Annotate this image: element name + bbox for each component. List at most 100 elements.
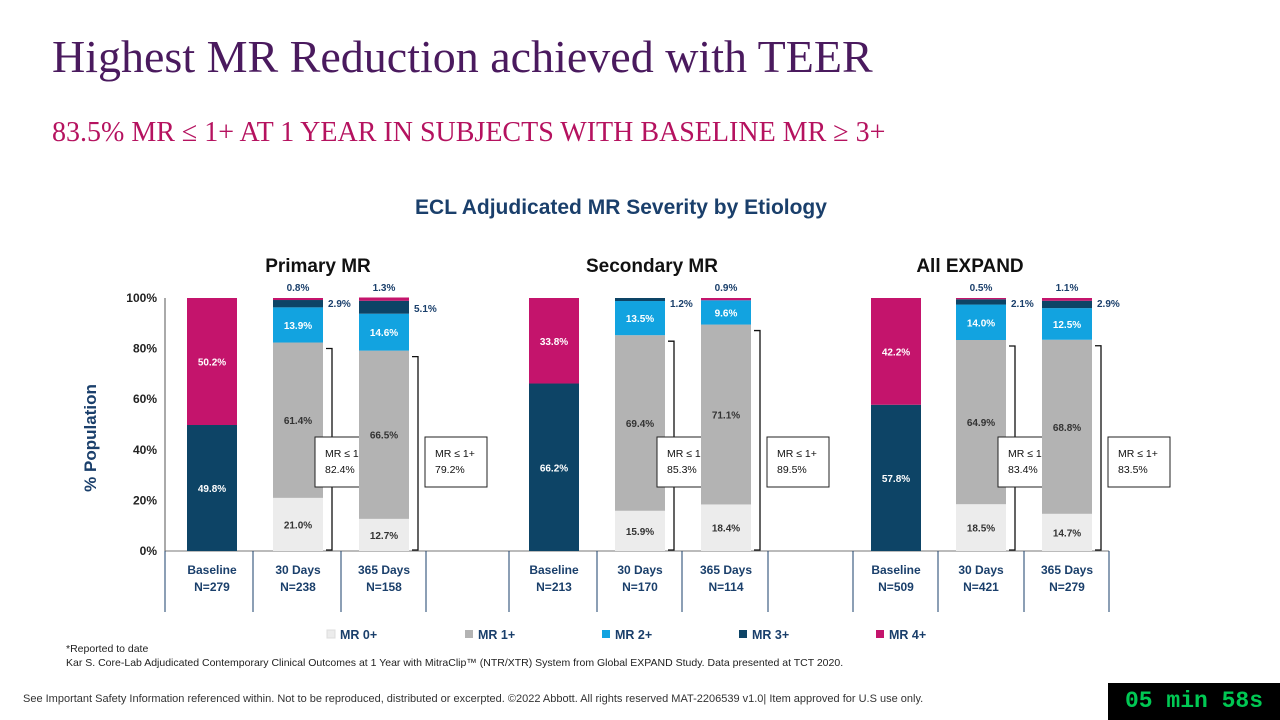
data-label: 14.0% bbox=[967, 318, 995, 329]
callout-box bbox=[424, 436, 488, 488]
callout-label: MR ≤ 1+ bbox=[435, 448, 475, 460]
callout-value: 85.3% bbox=[667, 464, 697, 476]
group-title: Primary MR bbox=[265, 256, 371, 277]
legend-swatch bbox=[465, 630, 473, 638]
bar-segment-mr1 bbox=[701, 324, 751, 505]
bar-segment-mr0 bbox=[956, 504, 1006, 551]
callout-label: MR ≤ 1+ bbox=[667, 448, 707, 460]
data-label: 1.2% bbox=[670, 299, 693, 310]
y-tick-label: 40% bbox=[133, 443, 157, 457]
x-category-n: N=279 bbox=[1049, 580, 1085, 594]
bar-segment-mr0 bbox=[701, 504, 751, 551]
data-label: 2.1% bbox=[1011, 299, 1034, 310]
x-category-n: N=213 bbox=[536, 580, 572, 594]
bar-segment-mr4 bbox=[956, 298, 1006, 300]
bar-segment-mr0 bbox=[615, 510, 665, 551]
data-label: 68.8% bbox=[1053, 423, 1081, 434]
data-label: 0.8% bbox=[287, 283, 310, 294]
chart-title: ECL Adjudicated MR Severity by Etiology bbox=[415, 196, 827, 219]
legend-swatch bbox=[326, 629, 336, 639]
x-category-label: Baseline bbox=[871, 563, 921, 577]
y-tick-label: 100% bbox=[126, 291, 157, 305]
data-label: 15.9% bbox=[626, 527, 654, 538]
legend-label: MR 2+ bbox=[615, 628, 652, 642]
callout-value: 82.4% bbox=[325, 464, 355, 476]
legend-label: MR 0+ bbox=[340, 628, 377, 642]
footnote-reported: *Reported to date bbox=[66, 643, 149, 655]
x-category-n: N=170 bbox=[622, 580, 658, 594]
y-tick-label: 60% bbox=[133, 392, 157, 406]
data-label: 18.5% bbox=[967, 524, 995, 535]
data-label: 69.4% bbox=[626, 419, 654, 430]
data-label: 12.5% bbox=[1053, 320, 1081, 331]
y-tick-label: 0% bbox=[140, 544, 158, 558]
bar-segment-mr3 bbox=[187, 425, 237, 551]
x-category-label: 365 Days bbox=[1041, 563, 1093, 577]
data-label: 1.3% bbox=[373, 283, 396, 294]
callout-bracket bbox=[412, 355, 419, 551]
data-label: 2.9% bbox=[328, 299, 351, 310]
bar-segment-mr3 bbox=[871, 404, 921, 551]
callout-box bbox=[1107, 436, 1171, 488]
data-label: 61.4% bbox=[284, 416, 312, 427]
bar-segment-mr4 bbox=[359, 297, 409, 301]
data-label: 42.2% bbox=[882, 347, 910, 358]
x-category-n: N=509 bbox=[878, 580, 914, 594]
footnote-citation: Kar S. Core-Lab Adjudicated Contemporary… bbox=[66, 657, 844, 669]
legend-label: MR 1+ bbox=[478, 628, 515, 642]
x-category-label: 30 Days bbox=[617, 563, 663, 577]
data-label: 64.9% bbox=[967, 418, 995, 429]
x-category-label: Baseline bbox=[529, 563, 579, 577]
data-label: 14.6% bbox=[370, 328, 398, 339]
x-category-label: 30 Days bbox=[275, 563, 321, 577]
x-category-n: N=238 bbox=[280, 580, 316, 594]
data-label: 13.9% bbox=[284, 321, 312, 332]
safety-disclaimer: See Important Safety Information referen… bbox=[23, 693, 924, 705]
y-tick-label: 80% bbox=[133, 342, 157, 356]
callout-value: 83.4% bbox=[1008, 464, 1038, 476]
callout-label: MR ≤ 1+ bbox=[777, 448, 817, 460]
bar-segment-mr0 bbox=[1042, 513, 1092, 551]
legend-swatch bbox=[876, 630, 884, 638]
callout-label: MR ≤ 1+ bbox=[1008, 448, 1048, 460]
data-label: 12.7% bbox=[370, 531, 398, 542]
x-category-label: 30 Days bbox=[958, 563, 1004, 577]
legend-label: MR 4+ bbox=[889, 628, 926, 642]
x-category-n: N=279 bbox=[194, 580, 230, 594]
data-label: 1.1% bbox=[1056, 283, 1079, 294]
bar-segment-mr2 bbox=[615, 301, 665, 336]
callout-value: 83.5% bbox=[1118, 464, 1148, 476]
legend-label: MR 3+ bbox=[752, 628, 789, 642]
countdown-timer: 05 min 58s bbox=[1108, 683, 1280, 720]
data-label: 2.9% bbox=[1097, 299, 1120, 310]
callout-value: 89.5% bbox=[777, 464, 807, 476]
y-axis-title: % Population bbox=[81, 384, 100, 492]
slide-subtitle: 83.5% MR ≤ 1+ AT 1 YEAR IN SUBJECTS WITH… bbox=[52, 117, 886, 148]
data-label: 13.5% bbox=[626, 314, 654, 325]
x-category-n: N=421 bbox=[963, 580, 999, 594]
callout-bracket bbox=[754, 329, 761, 551]
bar-segment-mr1 bbox=[1042, 339, 1092, 514]
data-label: 49.8% bbox=[198, 484, 226, 495]
callout-label: MR ≤ 1+ bbox=[1118, 448, 1158, 460]
callout-box bbox=[766, 436, 830, 488]
bar-segment-mr2 bbox=[701, 300, 751, 325]
data-label: 66.5% bbox=[370, 431, 398, 442]
data-label: 57.8% bbox=[882, 474, 910, 485]
x-category-label: 365 Days bbox=[358, 563, 410, 577]
bar-segment-mr3 bbox=[359, 300, 409, 314]
data-label: 50.2% bbox=[198, 358, 226, 369]
data-label: 9.6% bbox=[715, 308, 738, 319]
bar-segment-mr0 bbox=[359, 518, 409, 551]
bar-segment-mr2 bbox=[359, 313, 409, 351]
bar-segment-mr2 bbox=[956, 304, 1006, 340]
data-label: 0.5% bbox=[970, 283, 993, 294]
group-title: All EXPAND bbox=[916, 256, 1023, 277]
callout-label: MR ≤ 1+ bbox=[325, 448, 365, 460]
x-category-n: N=158 bbox=[366, 580, 402, 594]
data-label: 0.9% bbox=[715, 283, 738, 294]
bar-segment-mr3 bbox=[956, 299, 1006, 305]
bar-segment-mr3 bbox=[1042, 300, 1092, 309]
data-label: 71.1% bbox=[712, 411, 740, 422]
bar-segment-mr0 bbox=[273, 497, 323, 551]
